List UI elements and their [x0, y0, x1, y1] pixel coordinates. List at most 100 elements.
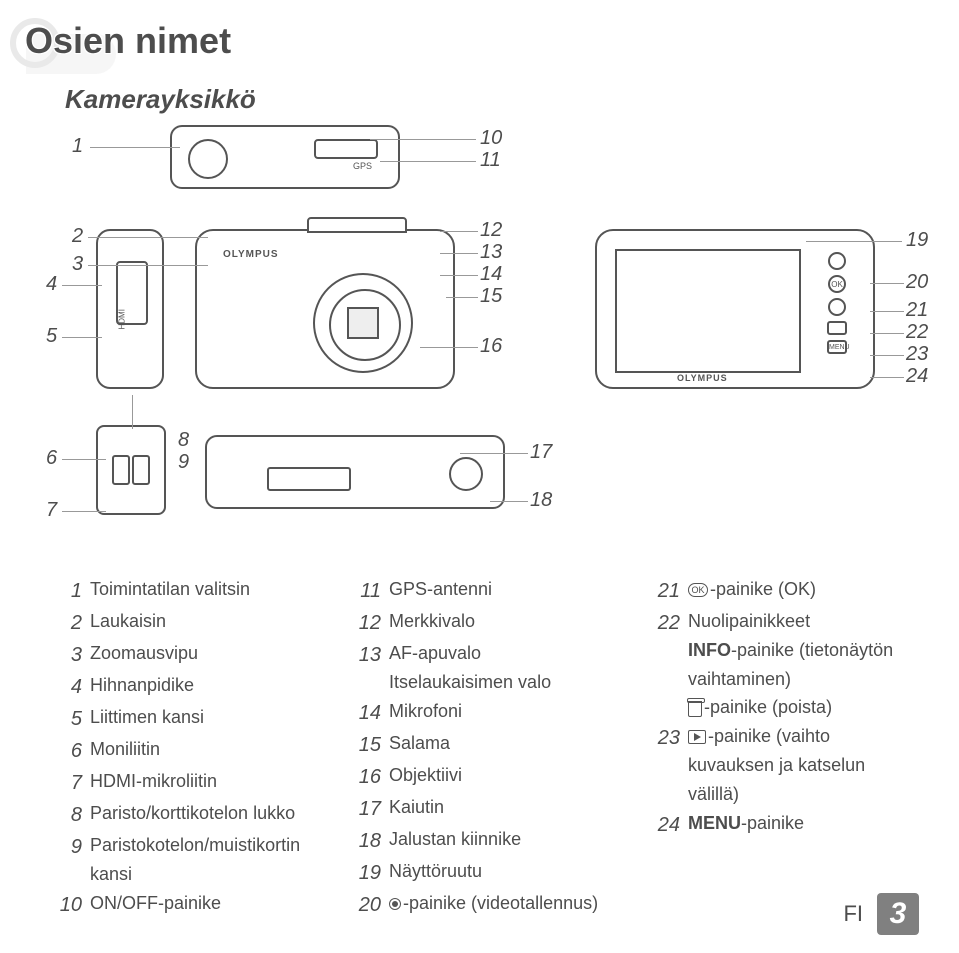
legend-number: 14 [351, 697, 381, 729]
leader-line [870, 283, 904, 284]
legend-number: 6 [52, 735, 82, 767]
legend-row: 1Toimintatilan valitsin [52, 575, 321, 607]
legend-number: 2 [52, 607, 82, 639]
legend-number: 7 [52, 767, 82, 799]
callout-22: 22 [906, 321, 928, 344]
camera-top-view: GPS [170, 125, 400, 189]
leader-line [870, 311, 904, 312]
legend-number: 8 [52, 799, 82, 831]
callout-8: 8 [178, 429, 189, 452]
legend-text: Mikrofoni [389, 697, 620, 726]
legend-column-1: 1Toimintatilan valitsin2Laukaisin3Zoomau… [52, 575, 321, 921]
camera-front-view: OLYMPUS [195, 229, 455, 389]
legend-number: 18 [351, 825, 381, 857]
legend-row: 14 Mikrofoni [351, 697, 620, 729]
legend-text: Hihnanpidike [90, 671, 321, 700]
callout-20: 20 [906, 271, 928, 294]
leader-line [62, 337, 102, 338]
callout-12: 12 [480, 219, 502, 242]
legend-number: 17 [351, 793, 381, 825]
callout-19: 19 [906, 229, 928, 252]
brand-label: OLYMPUS [223, 249, 279, 260]
legend-number: 20 [351, 889, 381, 921]
flash-icon [307, 217, 407, 233]
legend-number: 16 [351, 761, 381, 793]
section-subtitle: Kamerayksikkö [65, 84, 919, 115]
legend-number: 11 [351, 575, 381, 607]
legend-row: 3Zoomausvipu [52, 639, 321, 671]
leader-line [62, 285, 102, 286]
rec-button-icon [828, 252, 846, 270]
hdmi-label: HDMI [118, 309, 127, 329]
callout-7: 7 [46, 499, 57, 522]
legend-text: Objektiivi [389, 761, 620, 790]
callout-13: 13 [480, 241, 502, 264]
callout-4: 4 [46, 273, 57, 296]
legend-row: 21OK-painike (OK) [650, 575, 919, 607]
legend-number: 15 [351, 729, 381, 761]
legend: 1Toimintatilan valitsin2Laukaisin3Zoomau… [52, 575, 919, 921]
leader-line [440, 231, 478, 232]
leader-line [870, 355, 904, 356]
legend-row: 12Merkkivalo [351, 607, 620, 639]
legend-text: HDMI-mikroliitin [90, 767, 321, 796]
leader-line [446, 297, 478, 298]
legend-number: 13 [351, 639, 381, 671]
legend-column-2: 11GPS-antenni12Merkkivalo13AF-apuvaloIts… [351, 575, 620, 921]
leader-line [870, 377, 904, 378]
legend-row: 7 HDMI-mikroliitin [52, 767, 321, 799]
leader-line [440, 253, 478, 254]
legend-text: Paristokotelon/muistikortin kansi [90, 831, 321, 889]
legend-row: 6Moniliitin [52, 735, 321, 767]
leader-line [62, 459, 106, 460]
leader-line [132, 395, 133, 429]
legend-row: 13AF-apuvaloItselaukaisimen valo [351, 639, 620, 697]
legend-text: -painike (vaihto kuvauksen ja katselun v… [688, 722, 919, 808]
lens-icon [313, 273, 413, 373]
legend-row: 24 MENU-painike [650, 809, 919, 841]
page-title: Osien nimet [25, 20, 919, 62]
nav-button-icon [828, 298, 846, 316]
legend-number: 4 [52, 671, 82, 703]
callout-6: 6 [46, 447, 57, 470]
leader-line [490, 501, 528, 502]
legend-row: 22NuolipainikkeetINFO-painike (tietonäyt… [650, 607, 919, 722]
legend-row: 18 Jalustan kiinnike [351, 825, 620, 857]
leader-line [370, 139, 476, 140]
legend-text: Zoomausvipu [90, 639, 321, 668]
legend-text: Paristo/korttikotelon lukko [90, 799, 321, 828]
callout-15: 15 [480, 285, 502, 308]
callout-17: 17 [530, 441, 552, 464]
legend-text: Toimintatilan valitsin [90, 575, 321, 604]
leader-line [88, 265, 208, 266]
legend-text: OK-painike (OK) [688, 575, 919, 604]
legend-row: 15Salama [351, 729, 620, 761]
leader-line [380, 161, 476, 162]
camera-bottom-view [205, 435, 505, 509]
legend-row: 8 Paristo/korttikotelon lukko [52, 799, 321, 831]
legend-number: 9 [52, 831, 82, 863]
legend-row: 17Kaiutin [351, 793, 620, 825]
legend-text: Merkkivalo [389, 607, 620, 636]
language-code: FI [843, 901, 863, 927]
page-footer: FI 3 [843, 893, 919, 935]
screen-icon [615, 249, 801, 373]
callout-2: 2 [72, 225, 83, 248]
ok-button-icon: OK [828, 275, 846, 293]
legend-number: 23 [650, 722, 680, 754]
camera-diagram: GPS 1 10 11 HDMI 4 5 OLYMPUS 2 3 12 13 1… [50, 125, 930, 545]
legend-text: Näyttöruutu [389, 857, 620, 886]
callout-1: 1 [72, 135, 83, 158]
legend-number: 19 [351, 857, 381, 889]
callout-10: 10 [480, 127, 502, 150]
leader-line [62, 511, 106, 512]
callout-23: 23 [906, 343, 928, 366]
legend-row: 10ON/OFF-painike [52, 889, 321, 921]
callout-9: 9 [178, 451, 189, 474]
legend-text: MENU-painike [688, 809, 919, 838]
legend-text: Jalustan kiinnike [389, 825, 620, 854]
legend-number: 5 [52, 703, 82, 735]
leader-line [90, 147, 180, 148]
legend-number: 24 [650, 809, 680, 841]
legend-row: 4 Hihnanpidike [52, 671, 321, 703]
